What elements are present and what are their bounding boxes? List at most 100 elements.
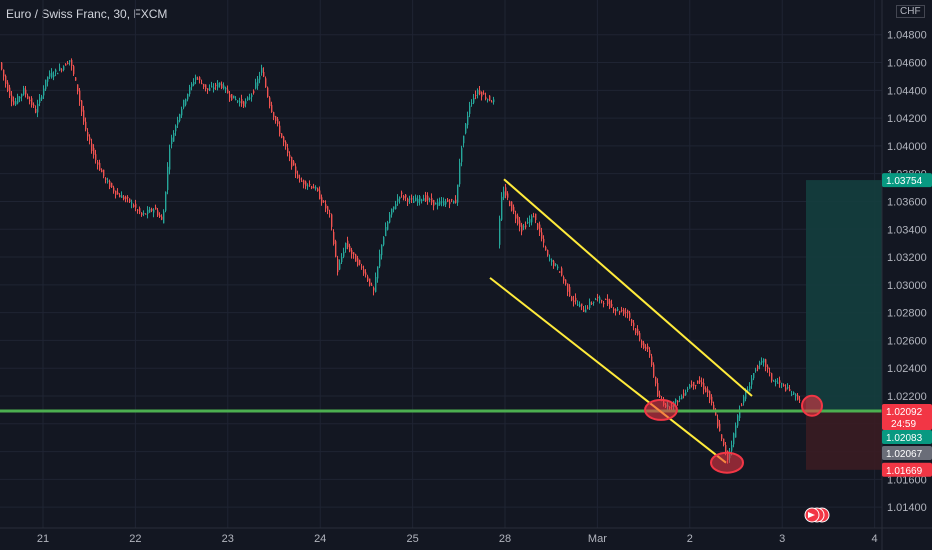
candle-body bbox=[569, 286, 571, 297]
currency-badge[interactable]: CHF bbox=[896, 5, 925, 18]
candle-body bbox=[617, 309, 619, 311]
candle-body bbox=[323, 200, 325, 202]
candle-body bbox=[641, 340, 643, 346]
candle-body bbox=[91, 143, 93, 152]
candle-body bbox=[687, 388, 689, 390]
candle-body bbox=[361, 266, 363, 268]
candle-body bbox=[133, 205, 135, 207]
candle-body bbox=[77, 84, 79, 92]
x-tick-label: 28 bbox=[499, 533, 511, 545]
candle-body bbox=[157, 210, 159, 216]
candle-body bbox=[165, 191, 167, 211]
candle-body bbox=[335, 241, 337, 257]
candle-body bbox=[739, 409, 741, 419]
candle-body bbox=[97, 162, 99, 165]
candle-body bbox=[171, 137, 173, 144]
candle-body bbox=[53, 74, 55, 77]
candle-body bbox=[113, 187, 115, 192]
candle-body bbox=[583, 309, 585, 312]
x-tick-label: 3 bbox=[779, 533, 785, 545]
candle-body bbox=[715, 409, 717, 416]
candle-body bbox=[81, 100, 83, 112]
candle-body bbox=[627, 310, 629, 314]
candle-body bbox=[785, 387, 787, 391]
candle-body bbox=[799, 399, 801, 401]
candle-body bbox=[781, 383, 783, 385]
candle-body bbox=[115, 190, 117, 195]
candle-body bbox=[647, 346, 649, 350]
last-price-label: 1.02092 bbox=[886, 407, 923, 418]
candle-body bbox=[141, 212, 143, 215]
candle-body bbox=[79, 90, 81, 102]
channel-lower-line[interactable] bbox=[489, 277, 727, 464]
candle-body bbox=[225, 87, 227, 90]
candle-body bbox=[697, 380, 699, 384]
candle-body bbox=[737, 415, 739, 426]
candle-body bbox=[59, 67, 61, 71]
time-axis[interactable]: 21 22 23 24 25 28 Mar 2 3 4 bbox=[0, 527, 932, 545]
candle-body bbox=[109, 181, 111, 188]
replay-icon[interactable] bbox=[804, 507, 830, 523]
grid-lines bbox=[0, 0, 882, 528]
y-tick-label: 1.02800 bbox=[887, 308, 927, 320]
candle-body bbox=[353, 252, 355, 255]
candle-body bbox=[419, 196, 421, 202]
candle-body bbox=[619, 311, 621, 313]
x-tick-label: 24 bbox=[314, 533, 326, 545]
candle-body bbox=[357, 258, 359, 266]
candle-body bbox=[509, 201, 511, 206]
candle-body bbox=[337, 259, 339, 273]
candle-body bbox=[71, 60, 73, 67]
take-profit-zone[interactable] bbox=[806, 180, 882, 413]
highlight-circle[interactable] bbox=[644, 398, 678, 421]
highlight-circle[interactable] bbox=[710, 451, 744, 474]
candle-body bbox=[709, 391, 711, 400]
candle-body bbox=[381, 244, 383, 256]
candle-body bbox=[527, 222, 529, 224]
drawings bbox=[0, 178, 882, 474]
candle-body bbox=[505, 187, 507, 196]
candle-body bbox=[599, 297, 601, 301]
candle-body bbox=[15, 101, 17, 105]
candle-body bbox=[299, 178, 301, 180]
candle-body bbox=[117, 192, 119, 195]
candle-body bbox=[153, 209, 155, 213]
candle-body bbox=[513, 206, 515, 212]
candle-body bbox=[725, 445, 727, 454]
candle-body bbox=[95, 154, 97, 161]
candle-body bbox=[553, 261, 555, 267]
candle-body bbox=[13, 101, 15, 105]
candle-body bbox=[573, 300, 575, 302]
entry-price-label: 1.02083 bbox=[886, 433, 923, 444]
candle-body bbox=[29, 99, 31, 102]
candle-body bbox=[63, 66, 65, 70]
candle-body bbox=[9, 87, 11, 96]
candle-body bbox=[447, 199, 449, 202]
candle-body bbox=[721, 434, 723, 439]
candle-body bbox=[213, 87, 215, 90]
channel-upper-line[interactable] bbox=[503, 178, 753, 397]
candle-body bbox=[543, 238, 545, 243]
candle-body bbox=[771, 373, 773, 381]
candle-body bbox=[685, 392, 687, 396]
candle-body bbox=[135, 203, 137, 208]
candle-body bbox=[633, 322, 635, 327]
candle-body bbox=[303, 180, 305, 185]
candle-body bbox=[51, 72, 53, 78]
candle-body bbox=[581, 303, 583, 307]
candle-body bbox=[83, 110, 85, 122]
candle-body bbox=[775, 380, 777, 382]
candle-body bbox=[33, 104, 35, 106]
y-tick-label: 1.03400 bbox=[887, 224, 927, 236]
candle-body bbox=[387, 222, 389, 230]
stop-loss-zone[interactable] bbox=[806, 412, 882, 470]
candle-body bbox=[467, 115, 469, 125]
candle-body bbox=[585, 309, 587, 313]
candle-body bbox=[263, 72, 265, 77]
candle-body bbox=[719, 423, 721, 431]
highlight-circle[interactable] bbox=[801, 394, 823, 417]
candle-body bbox=[343, 251, 345, 257]
candle-body bbox=[259, 75, 261, 80]
